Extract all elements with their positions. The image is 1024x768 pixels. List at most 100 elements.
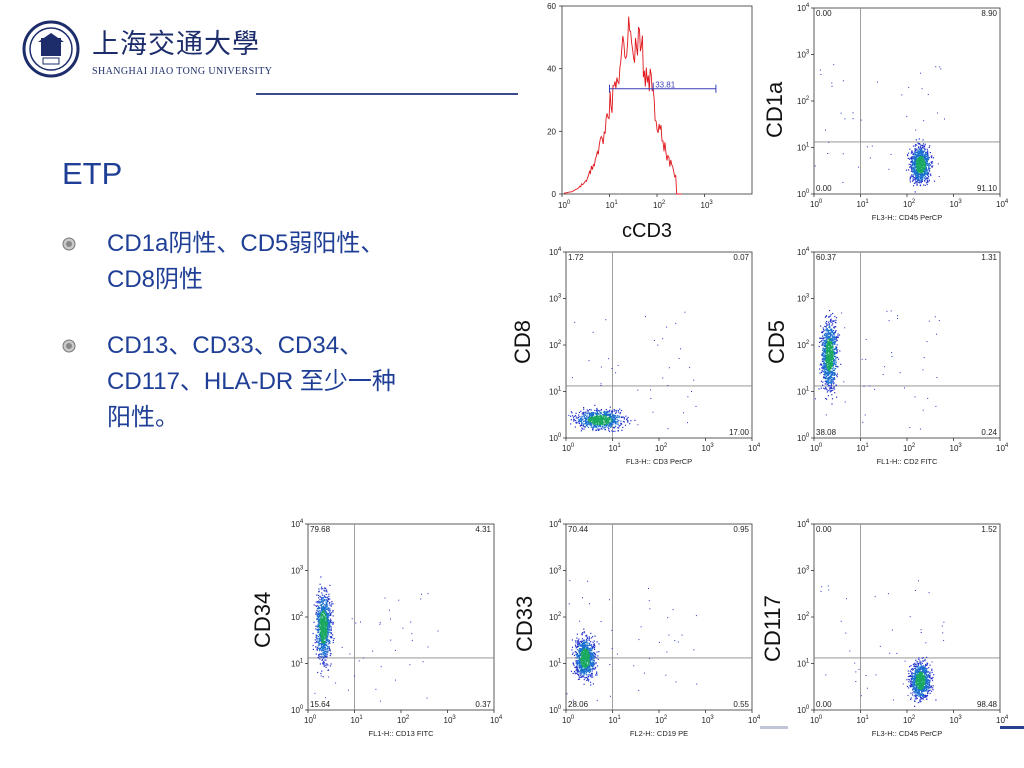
y-tick-label: 104 (549, 519, 562, 529)
plot-xaxis-label: FL1-H:: CD2 FITC (877, 457, 938, 466)
quadrant-lr-value: 91.10 (977, 184, 998, 193)
plot-frame (813, 7, 1001, 195)
x-tick-label: 101 (857, 715, 870, 725)
y-tick-label: 104 (291, 519, 304, 529)
cell-events (312, 576, 439, 702)
quadrant-ur-value: 1.31 (981, 253, 997, 262)
x-tick-label: 103 (950, 715, 963, 725)
histogram-xlabel: cCD3 (622, 220, 673, 242)
x-tick-label: 101 (609, 443, 622, 453)
quadrant-ul-value: 0.00 (816, 9, 832, 18)
header-divider (256, 93, 518, 95)
y-tick-label: 102 (549, 612, 562, 622)
quadrant-ll-value: 15.64 (310, 700, 331, 709)
y-tick-label: 102 (797, 96, 810, 106)
plot-ylabel: CD8 (510, 319, 535, 364)
plot-ylabel: CD34 (250, 591, 275, 648)
quadrant-ur-value: 0.07 (733, 253, 749, 262)
y-tick-label: 104 (797, 3, 810, 13)
university-logo: 上海交通大學 SHANGHAI JIAO TONG UNIVERSITY (22, 20, 272, 80)
x-tick-label: 101 (857, 199, 870, 209)
quadrant-ll-value: 38.08 (816, 428, 837, 437)
cell-events (815, 310, 940, 430)
y-tick-label: 102 (797, 340, 810, 350)
x-tick-label: 100 (810, 443, 823, 453)
quadrant-ur-value: 1.52 (981, 525, 997, 534)
quadrant-lr-value: 0.37 (475, 700, 491, 709)
y-tick-label: 102 (549, 340, 562, 350)
x-tick-label: 103 (950, 443, 963, 453)
y-tick-label: 40 (547, 65, 556, 74)
y-tick-label: 104 (549, 247, 562, 257)
x-tick-label: 100 (810, 715, 823, 725)
bullet-text: CD1a阴性、CD5弱阳性、CD8阴性 (107, 230, 385, 293)
university-name-en: SHANGHAI JIAO TONG UNIVERSITY (92, 66, 273, 77)
plot-frame (307, 523, 495, 711)
x-tick-label: 100 (562, 715, 575, 725)
cell-events (820, 580, 945, 707)
accent-bar (760, 726, 788, 729)
quadrant-ur-value: 8.90 (981, 9, 997, 18)
quadrant-ll-value: 28.06 (568, 700, 589, 709)
x-tick-label: 101 (351, 715, 364, 725)
quadrant-ul-value: 60.37 (816, 253, 837, 262)
x-tick-label: 101 (857, 443, 870, 453)
university-seal-icon (22, 20, 80, 78)
y-tick-label: 101 (797, 659, 810, 669)
plot-frame (561, 5, 753, 195)
y-tick-label: 103 (549, 294, 562, 304)
y-tick-label: 100 (797, 705, 810, 715)
cell-events (566, 580, 698, 702)
x-tick-label: 102 (653, 200, 666, 210)
y-tick-label: 100 (549, 433, 562, 443)
accent-bar (1000, 726, 1024, 729)
y-tick-label: 103 (291, 566, 304, 576)
y-tick-label: 0 (552, 190, 557, 199)
plot-ylabel: CD1a (762, 81, 787, 138)
quadrant-ul-value: 79.68 (310, 525, 331, 534)
quadrant-ll-value: 0.00 (816, 700, 832, 709)
plot-ylabel: CD117 (760, 595, 785, 662)
x-tick-label: 101 (609, 715, 622, 725)
y-tick-label: 100 (291, 705, 304, 715)
histogram-line (563, 16, 682, 195)
y-tick-label: 103 (797, 566, 810, 576)
x-tick-label: 103 (950, 199, 963, 209)
x-tick-label: 100 (304, 715, 317, 725)
y-tick-label: 101 (549, 387, 562, 397)
x-tick-label: 103 (701, 200, 714, 210)
plot-frame (565, 251, 753, 439)
plot-xaxis-label: FL3-H:: CD3 PerCP (626, 457, 692, 466)
bullet-item: CD1a阴性、CD5弱阳性、CD8阴性 (62, 226, 412, 298)
x-tick-label: 104 (996, 715, 1008, 725)
y-tick-label: 103 (797, 294, 810, 304)
y-tick-label: 100 (797, 189, 810, 199)
x-tick-label: 101 (606, 200, 619, 210)
y-tick-label: 101 (797, 387, 810, 397)
x-tick-label: 103 (444, 715, 457, 725)
y-tick-label: 60 (547, 2, 556, 11)
quadrant-ur-value: 4.31 (475, 525, 491, 534)
x-tick-label: 103 (702, 715, 715, 725)
slide-title: ETP (62, 156, 123, 191)
x-tick-label: 102 (655, 715, 668, 725)
y-tick-label: 104 (797, 519, 810, 529)
plot-xaxis-label: FL3-H:: CD45 PerCP (872, 213, 942, 222)
university-name-cn: 上海交通大學 (92, 29, 260, 60)
y-tick-label: 102 (291, 612, 304, 622)
x-tick-label: 102 (903, 443, 916, 453)
cell-events (568, 311, 697, 433)
marker-value: 33.81 (655, 81, 676, 90)
x-tick-label: 102 (903, 715, 916, 725)
y-tick-label: 104 (797, 247, 810, 257)
x-tick-label: 104 (996, 443, 1008, 453)
bullet-text: CD13、CD33、CD34、CD117、HLA-DR 至少一种阳性。 (107, 332, 396, 431)
quadrant-lr-value: 0.24 (981, 428, 997, 437)
y-tick-label: 103 (797, 50, 810, 60)
x-tick-label: 100 (558, 200, 571, 210)
plot-xaxis-label: FL3-H:: CD45 PerCP (872, 729, 942, 738)
x-tick-label: 104 (996, 199, 1008, 209)
